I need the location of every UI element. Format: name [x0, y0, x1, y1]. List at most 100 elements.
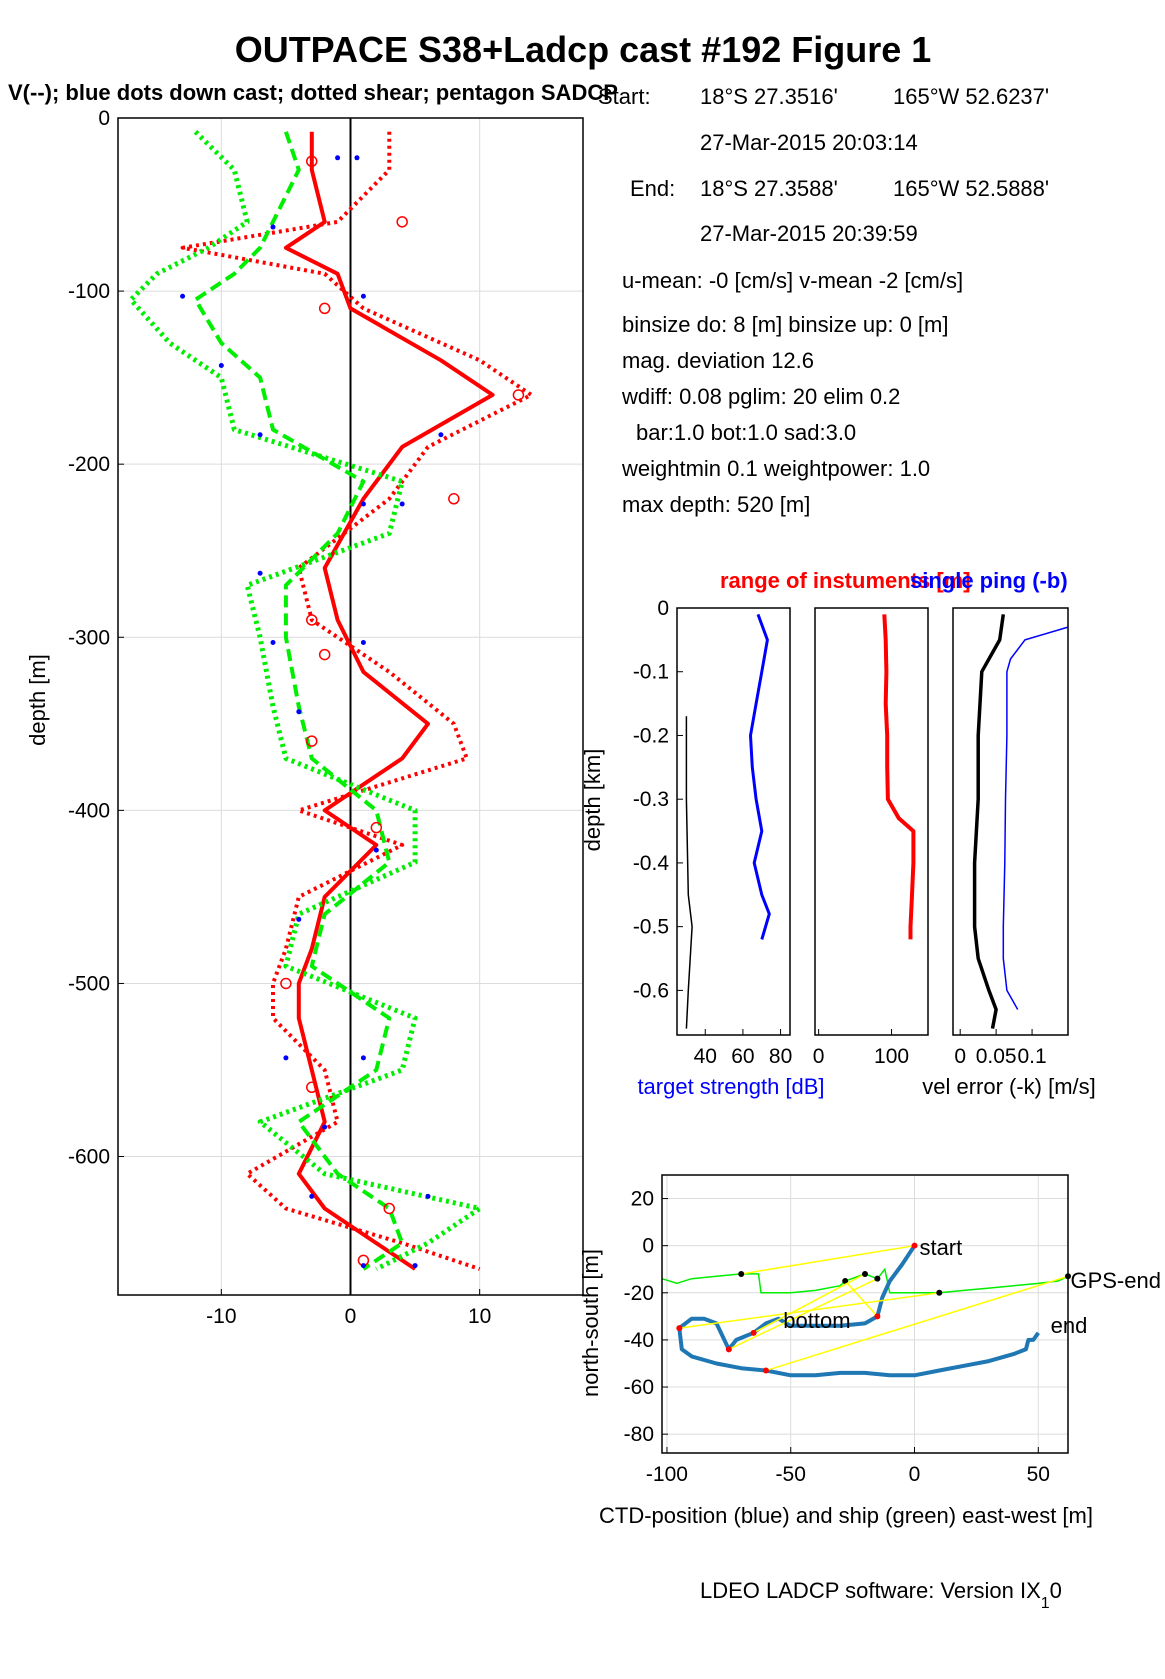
- downcast-dot: [257, 432, 263, 438]
- depth-km-ylabel: depth [km]: [580, 749, 605, 852]
- sadcp-pentagon-marker: [306, 155, 318, 168]
- x-tick-label: 50: [1027, 1463, 1050, 1486]
- plot-background: [953, 608, 1068, 1035]
- downcast-dot: [360, 501, 366, 507]
- y-tick-label: -0.5: [633, 916, 669, 939]
- ctd-ship-link-line: [753, 1273, 866, 1334]
- x-tick-label: 100: [874, 1045, 909, 1068]
- ctd-fix-dot: [750, 1329, 757, 1336]
- north-south-ylabel: north-south [m]: [578, 1249, 603, 1397]
- downcast-dot: [354, 155, 360, 161]
- y-tick-label: -20: [624, 1282, 654, 1305]
- x-tick-label: 0: [909, 1463, 921, 1486]
- y-tick-label: -0.4: [633, 852, 670, 875]
- x-tick-label: 80: [769, 1045, 792, 1068]
- plot-border: [676, 607, 791, 1036]
- sadcp-pentagon-marker: [370, 821, 383, 834]
- range-plot: 0 100: [813, 607, 929, 1068]
- series-line-black-solid: [972, 614, 1006, 1029]
- downcast-dot: [180, 293, 186, 299]
- y-tick-label: -200: [68, 453, 110, 476]
- y-tick-label: -500: [68, 972, 110, 995]
- downcast-dot: [360, 293, 366, 299]
- footer-end: 0: [1050, 1578, 1062, 1603]
- x-tick-label: 0.1: [1017, 1045, 1046, 1068]
- ctd-ship-link-line: [844, 1280, 878, 1317]
- software-version-footer: LDEO LADCP software: Version IX10: [700, 1578, 1062, 1612]
- downcast-dot: [360, 639, 366, 645]
- bar-params: bar:1.0 bot:1.0 sad:3.0: [636, 420, 856, 445]
- track-annotation-bottom: bottom: [783, 1308, 850, 1333]
- figure-title: OUTPACE S38+Ladcp cast #192 Figure 1: [235, 29, 932, 70]
- wdiff: wdiff: 0.08 pglim: 20 elim 0.2: [621, 384, 900, 409]
- downcast-dot: [270, 224, 276, 230]
- series-line-green-dashed: [193, 131, 405, 1271]
- downcast-dot: [257, 570, 263, 576]
- ctd-ship-link-line: [679, 1292, 940, 1329]
- downcast-dot: [296, 916, 302, 922]
- downcast-dot: [412, 1263, 418, 1269]
- plot-border: [952, 607, 1069, 1036]
- sadcp-pentagon-marker: [280, 977, 292, 990]
- sadcp-pentagon-marker: [396, 216, 408, 228]
- downcast-dot: [296, 709, 302, 715]
- track-annotation-gps-end: GPS-end: [1070, 1268, 1161, 1293]
- downcast-dot: [283, 1055, 289, 1061]
- cast-info-block: Start: 18°S 27.3516' 165°W 52.6237' 27-M…: [598, 84, 1049, 517]
- vel-error-xlabel: vel error (-k) [m/s]: [922, 1074, 1096, 1099]
- target-strength-xlabel: target strength [dB]: [637, 1074, 824, 1099]
- end-label: End:: [630, 176, 675, 201]
- x-tick-label: -100: [646, 1463, 688, 1486]
- downcast-dot: [322, 1124, 328, 1130]
- x-tick-label: 0: [954, 1045, 966, 1068]
- y-tick-label: 0: [657, 597, 669, 620]
- x-tick-label: 40: [694, 1045, 717, 1068]
- y-tick-label: -80: [624, 1423, 654, 1446]
- downcast-dot: [360, 1263, 366, 1269]
- weight-params: weightmin 0.1 weightpower: 1.0: [621, 456, 930, 481]
- ship-fix-dot: [874, 1275, 881, 1282]
- downcast-dot: [373, 847, 379, 853]
- sadcp-pentagon-marker: [318, 648, 331, 661]
- series-line-red-solid: [882, 614, 916, 940]
- plot-border: [117, 117, 584, 1296]
- y-tick-label: 0: [98, 107, 110, 130]
- ctd-fix-dot: [762, 1367, 769, 1374]
- figure-subtitle: V(--); blue dots down cast; dotted shear…: [8, 80, 618, 105]
- y-tick-label: -0.1: [633, 661, 669, 684]
- y-tick-label: -600: [68, 1146, 110, 1169]
- downcast-dot: [270, 639, 276, 645]
- ctd-fix-dot: [874, 1313, 881, 1320]
- y-tick-label: -40: [624, 1329, 654, 1352]
- track-annotation-end: end: [1051, 1313, 1088, 1338]
- y-tick-label: -0.3: [633, 788, 669, 811]
- plot-border: [661, 1174, 1069, 1454]
- ctd-fix-dot: [725, 1346, 732, 1353]
- position-track-plot: -100 -50 0 50 20 0 -20 -40 -60 -80 start bottom GPS-…: [624, 1174, 1161, 1486]
- downcast-dot: [360, 1055, 366, 1061]
- end-time: 27-Mar-2015 20:39:59: [700, 221, 918, 246]
- downcast-dot: [399, 501, 405, 507]
- y-tick-label: -0.2: [633, 724, 669, 747]
- series-line-green-dotted: [128, 130, 483, 1272]
- binsize: binsize do: 8 [m] binsize up: 0 [m]: [622, 312, 949, 337]
- footer-sub: 1: [1041, 1595, 1050, 1612]
- downcast-dot: [425, 1193, 431, 1199]
- sadcp-pentagon-marker: [306, 735, 318, 747]
- ctd-ship-link-line: [741, 1244, 915, 1275]
- ctd-fix-dot: [911, 1242, 918, 1249]
- ctd-ship-link-line: [728, 1277, 878, 1351]
- plot-background: [662, 1175, 1068, 1453]
- ship-fix-dot: [738, 1270, 745, 1277]
- ctd-ship-link-line: [765, 1275, 1069, 1372]
- sadcp-pentagon-marker: [383, 1202, 395, 1215]
- start-label: Start:: [598, 84, 651, 109]
- ship-fix-dot: [842, 1278, 849, 1285]
- plot-background: [815, 608, 928, 1035]
- end-lat: 18°S 27.3588': [700, 176, 838, 201]
- series-line-red-solid: [283, 131, 495, 1271]
- sadcp-pentagon-marker: [448, 493, 460, 505]
- downcast-dot: [218, 363, 224, 369]
- x-tick-label: -50: [776, 1463, 806, 1486]
